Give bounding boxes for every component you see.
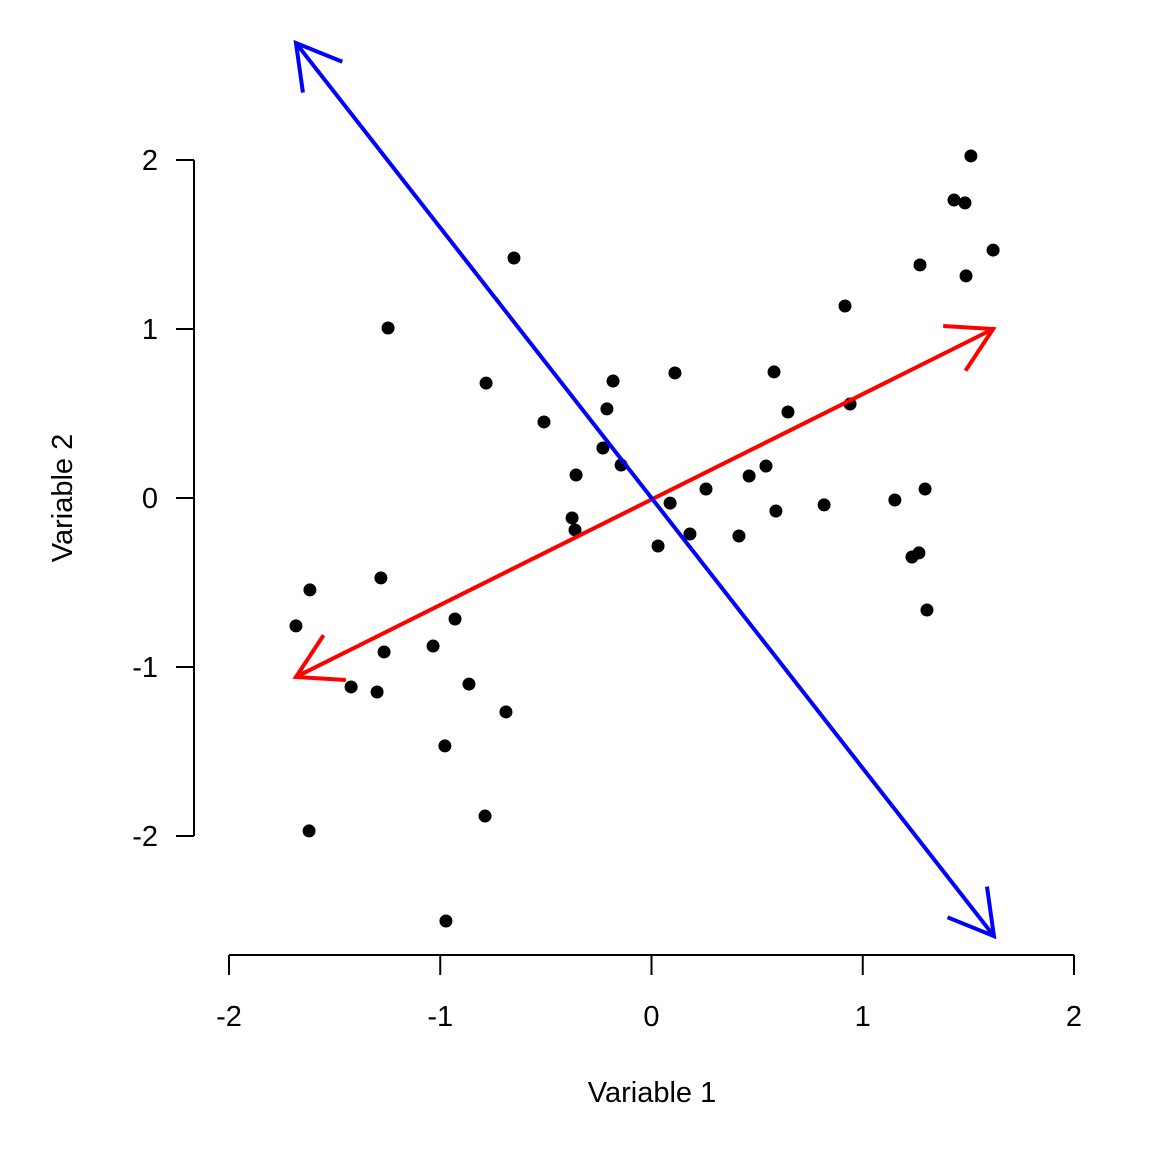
data-point xyxy=(596,441,610,455)
data-point xyxy=(668,366,682,380)
data-point xyxy=(302,824,316,838)
data-point xyxy=(606,374,620,388)
data-point xyxy=(426,639,440,653)
data-point xyxy=(888,493,902,507)
data-point xyxy=(838,299,852,313)
data-point xyxy=(462,677,476,691)
data-point xyxy=(699,482,713,496)
x-tick-label: -2 xyxy=(216,1001,242,1033)
data-point xyxy=(303,583,317,597)
data-point xyxy=(569,468,583,482)
y-tick-label: 1 xyxy=(142,314,158,346)
data-point xyxy=(913,258,927,272)
data-point xyxy=(920,603,934,617)
data-point xyxy=(759,459,773,473)
data-point xyxy=(568,523,582,537)
y-tick-label: 0 xyxy=(142,483,158,515)
y-tick-label: -1 xyxy=(132,652,158,684)
data-point xyxy=(439,914,453,928)
data-point xyxy=(438,739,452,753)
data-point xyxy=(767,365,781,379)
principal-axis-arrows xyxy=(292,39,997,940)
data-point xyxy=(478,809,492,823)
data-point xyxy=(781,405,795,419)
x-tick-label: 2 xyxy=(1066,1001,1082,1033)
y-axis-title: Variable 2 xyxy=(47,434,79,562)
principal-axis-2-arrow xyxy=(293,39,997,940)
data-point xyxy=(448,612,462,626)
data-point xyxy=(507,251,521,265)
data-points xyxy=(289,149,1000,928)
arrowhead-icon xyxy=(293,39,344,93)
y-tick-label: -2 xyxy=(132,821,158,853)
data-point xyxy=(377,645,391,659)
data-point xyxy=(344,680,358,694)
arrowhead-icon xyxy=(943,323,997,372)
data-point xyxy=(565,511,579,525)
x-axis: -2 -1 0 1 2 xyxy=(216,954,1082,1033)
data-point xyxy=(769,504,783,518)
data-point xyxy=(732,529,746,543)
data-point xyxy=(817,498,831,512)
data-point xyxy=(370,685,384,699)
data-point xyxy=(651,539,665,553)
arrow-shaft xyxy=(295,327,994,679)
data-point xyxy=(958,196,972,210)
data-point xyxy=(986,243,1000,257)
data-point xyxy=(499,705,513,719)
data-point xyxy=(537,415,551,429)
x-tick-label: 1 xyxy=(855,1001,871,1033)
x-axis-title: Variable 1 xyxy=(588,1077,716,1109)
principal-axis-1-arrow xyxy=(292,323,997,682)
data-point xyxy=(663,496,677,510)
x-tick-label: -1 xyxy=(427,1001,453,1033)
arrowhead-icon xyxy=(292,634,346,682)
data-point xyxy=(742,469,756,483)
arrow-shaft xyxy=(294,41,996,938)
data-point xyxy=(912,546,926,560)
data-point xyxy=(918,482,932,496)
data-point xyxy=(683,527,697,541)
data-point xyxy=(289,619,303,633)
arrowhead-icon xyxy=(946,886,997,940)
data-point xyxy=(374,571,388,585)
data-point xyxy=(947,193,961,207)
y-axis: -2 -1 0 1 2 xyxy=(132,145,195,853)
data-point xyxy=(381,321,395,335)
y-tick-label: 2 xyxy=(142,145,158,177)
data-point xyxy=(479,376,493,390)
data-point xyxy=(600,402,614,416)
data-point xyxy=(959,269,973,283)
x-tick-label: 0 xyxy=(643,1001,659,1033)
data-point xyxy=(964,149,978,163)
